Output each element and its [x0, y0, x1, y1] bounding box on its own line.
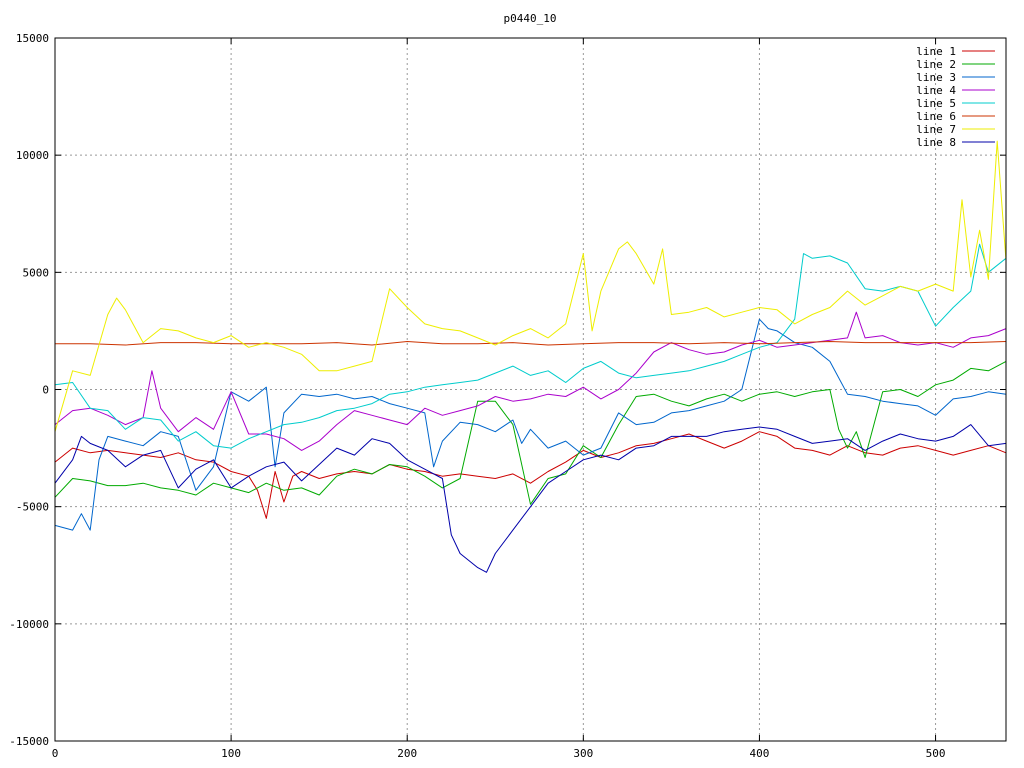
x-axis-ticks: 0 100 200 300 400 500: [52, 38, 946, 760]
x-tick-label: 200: [397, 747, 417, 760]
series-line-6: [55, 341, 1007, 346]
x-tick-label: 500: [926, 747, 946, 760]
series-line-4: [54, 311, 1007, 451]
y-axis-ticks: -15000 -10000 -5000 0 5000 10000 15000: [9, 32, 1006, 748]
series-line-1: [54, 431, 1007, 519]
y-tick-label: -10000: [9, 618, 49, 631]
series-line-3: [54, 318, 1007, 531]
x-tick-label: 300: [573, 747, 593, 760]
legend-label: line 5: [916, 97, 956, 110]
legend-label: line 2: [916, 58, 956, 71]
series-line-5: [54, 243, 1007, 449]
series-line-8: [54, 424, 1007, 573]
legend-label: line 3: [916, 71, 956, 84]
x-tick-label: 0: [52, 747, 59, 760]
y-tick-label: -5000: [16, 501, 49, 514]
y-tick-label: 10000: [16, 149, 49, 162]
legend-label: line 7: [916, 123, 956, 136]
x-tick-label: 100: [221, 747, 241, 760]
legend-label: line 1: [916, 45, 956, 58]
y-tick-label: 15000: [16, 32, 49, 45]
legend-label: line 4: [916, 84, 956, 97]
series-line-2: [54, 360, 1007, 505]
legend-label: line 8: [916, 136, 956, 149]
y-tick-label: -15000: [9, 735, 49, 748]
series-line-7: [54, 140, 1007, 432]
legend-label: line 6: [916, 110, 956, 123]
y-tick-label: 0: [42, 384, 49, 397]
y-tick-label: 5000: [23, 266, 50, 279]
chart-title: p0440_10: [504, 12, 557, 25]
plot-lines: [54, 140, 1007, 573]
x-tick-label: 400: [750, 747, 770, 760]
